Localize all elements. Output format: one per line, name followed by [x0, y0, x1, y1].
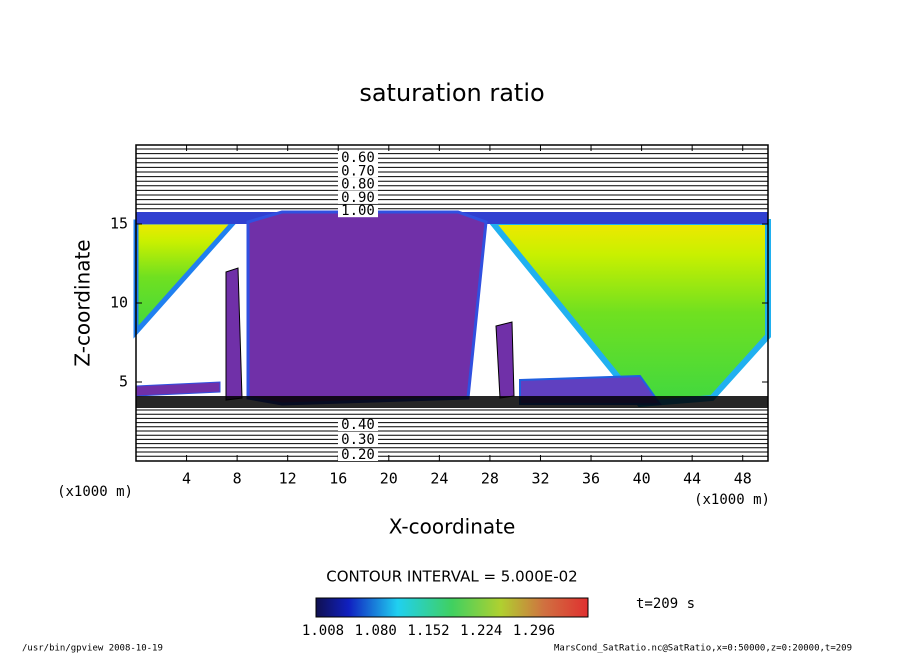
footer: /usr/bin/gpview 2008-10-19: [22, 644, 163, 654]
x-unit: (x1000 m): [694, 492, 770, 508]
contour-label-bg: [338, 434, 378, 446]
y-tick-label: 5: [119, 373, 128, 391]
x-tick-label: 36: [582, 470, 600, 488]
colorbar-label: 1.224: [460, 623, 502, 639]
region: [246, 210, 488, 406]
contour-label: 0.70: [341, 163, 375, 179]
time-label: t=209 s: [636, 596, 695, 612]
x-tick-label: 32: [531, 470, 549, 488]
contour-interval: CONTOUR INTERVAL = 5.000E-02: [326, 568, 577, 586]
contour-label-bg: [338, 419, 378, 431]
x-tick-label: 8: [233, 470, 242, 488]
contour-label-bg: [338, 165, 378, 178]
x-tick-label: 16: [329, 470, 347, 488]
contour-field: [133, 210, 771, 408]
x-tick-label: 28: [481, 470, 499, 488]
contour-label-bg: [338, 152, 378, 164]
region: [495, 321, 515, 399]
colorbar: [315, 597, 589, 618]
x-unit: (x1000 m): [57, 484, 133, 500]
contour-label-bg: [338, 178, 378, 191]
contour-label: 1.00: [341, 203, 375, 219]
x-tick-label: 48: [734, 470, 752, 488]
x-tick-label: 40: [633, 470, 651, 488]
x-tick-label: 44: [683, 470, 701, 488]
contour-label: 0.80: [341, 177, 375, 193]
contour-label: 0.60: [341, 150, 375, 166]
colorbar-label: 1.152: [407, 623, 449, 639]
contour-label-bg: [338, 205, 378, 218]
x-tick-label: 20: [380, 470, 398, 488]
y-tick-label: 15: [110, 215, 128, 233]
region: [133, 219, 240, 339]
y-axis-label: Z-coordinate: [71, 239, 95, 366]
region: [136, 396, 768, 408]
x-axis-label: X-coordinate: [389, 515, 516, 539]
colorbar-label: 1.296: [513, 623, 555, 639]
y-tick-label: 10: [110, 294, 128, 312]
contour-label-bg: [338, 449, 378, 461]
colorbar-label: 1.080: [355, 623, 397, 639]
contour-label-bg: [338, 191, 378, 204]
x-tick-label: 12: [279, 470, 297, 488]
footer: MarsCond_SatRatio.nc@SatRatio,x=0:50000,…: [554, 644, 852, 654]
region: [225, 267, 243, 401]
region: [135, 381, 221, 397]
x-tick-label: 4: [182, 470, 191, 488]
colorbar-label: 1.008: [302, 623, 344, 639]
x-tick-label: 24: [430, 470, 448, 488]
chart-title: saturation ratio: [359, 79, 544, 107]
contour-label: 0.20: [341, 447, 375, 463]
contour-label: 0.40: [341, 417, 375, 433]
contour-label: 0.90: [341, 190, 375, 206]
contour-label: 0.30: [341, 432, 375, 448]
